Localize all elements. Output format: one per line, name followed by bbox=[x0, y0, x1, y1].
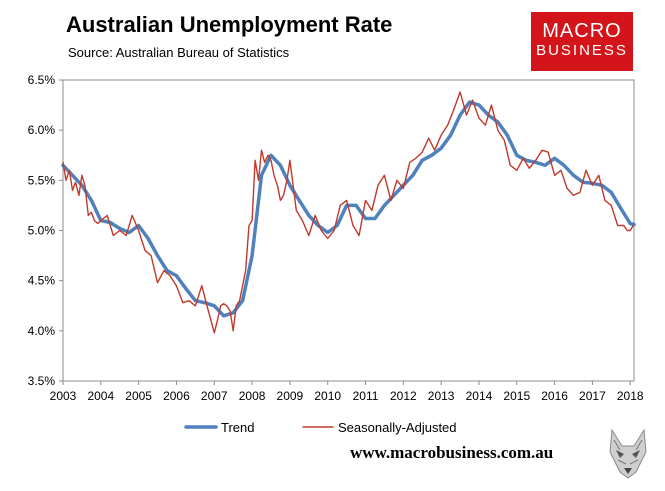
y-tick-label: 6.5% bbox=[28, 73, 56, 87]
x-tick-label: 2010 bbox=[314, 389, 341, 403]
website-url: www.macrobusiness.com.au bbox=[350, 443, 554, 462]
macrobusiness-logo: MACRO BUSINESS bbox=[531, 12, 633, 71]
x-tick-label: 2004 bbox=[87, 389, 114, 403]
legend-label: Seasonally-Adjusted bbox=[338, 420, 457, 435]
x-tick-label: 2007 bbox=[201, 389, 228, 403]
x-tick-label: 2018 bbox=[617, 389, 644, 403]
chart-series bbox=[61, 91, 636, 334]
logo-line-2: BUSINESS bbox=[536, 42, 628, 59]
legend-label: Trend bbox=[221, 420, 254, 435]
x-tick-label: 2017 bbox=[579, 389, 606, 403]
chart-title: Australian Unemployment Rate bbox=[66, 12, 393, 37]
x-tick-label: 2011 bbox=[353, 389, 379, 403]
logo-line-1: MACRO bbox=[542, 20, 622, 42]
x-tick-label: 2008 bbox=[239, 389, 266, 403]
x-tick-label: 2013 bbox=[428, 389, 455, 403]
x-tick-label: 2003 bbox=[50, 389, 77, 403]
y-tick-label: 4.0% bbox=[28, 324, 56, 338]
wolf-head-icon bbox=[606, 428, 650, 480]
y-tick-label: 5.5% bbox=[28, 173, 56, 187]
series-line-seasonally-adjusted bbox=[62, 91, 634, 334]
chart-axes: 3.5% 4.0% 4.5% 5.0% 5.5% 6.0% 6.5% 2003 2004 2005… bbox=[28, 73, 644, 403]
x-tick-label: 2015 bbox=[503, 389, 530, 403]
y-tick-label: 6.0% bbox=[28, 123, 56, 137]
x-tick-label: 2012 bbox=[390, 389, 417, 403]
x-tick-label: 2006 bbox=[163, 389, 190, 403]
y-tick-label: 4.5% bbox=[28, 274, 56, 288]
plot-area-frame bbox=[62, 79, 635, 382]
y-tick-label: 5.0% bbox=[28, 224, 56, 238]
chart-legend: Trend Seasonally-Adjusted bbox=[184, 420, 457, 435]
x-tick-label: 2005 bbox=[125, 389, 152, 403]
series-line-trend bbox=[61, 100, 636, 318]
y-tick-label: 3.5% bbox=[28, 374, 56, 388]
x-tick-label: 2009 bbox=[277, 389, 304, 403]
x-tick-label: 2016 bbox=[541, 389, 568, 403]
chart-subtitle: Source: Australian Bureau of Statistics bbox=[68, 45, 290, 60]
x-tick-label: 2014 bbox=[466, 389, 493, 403]
